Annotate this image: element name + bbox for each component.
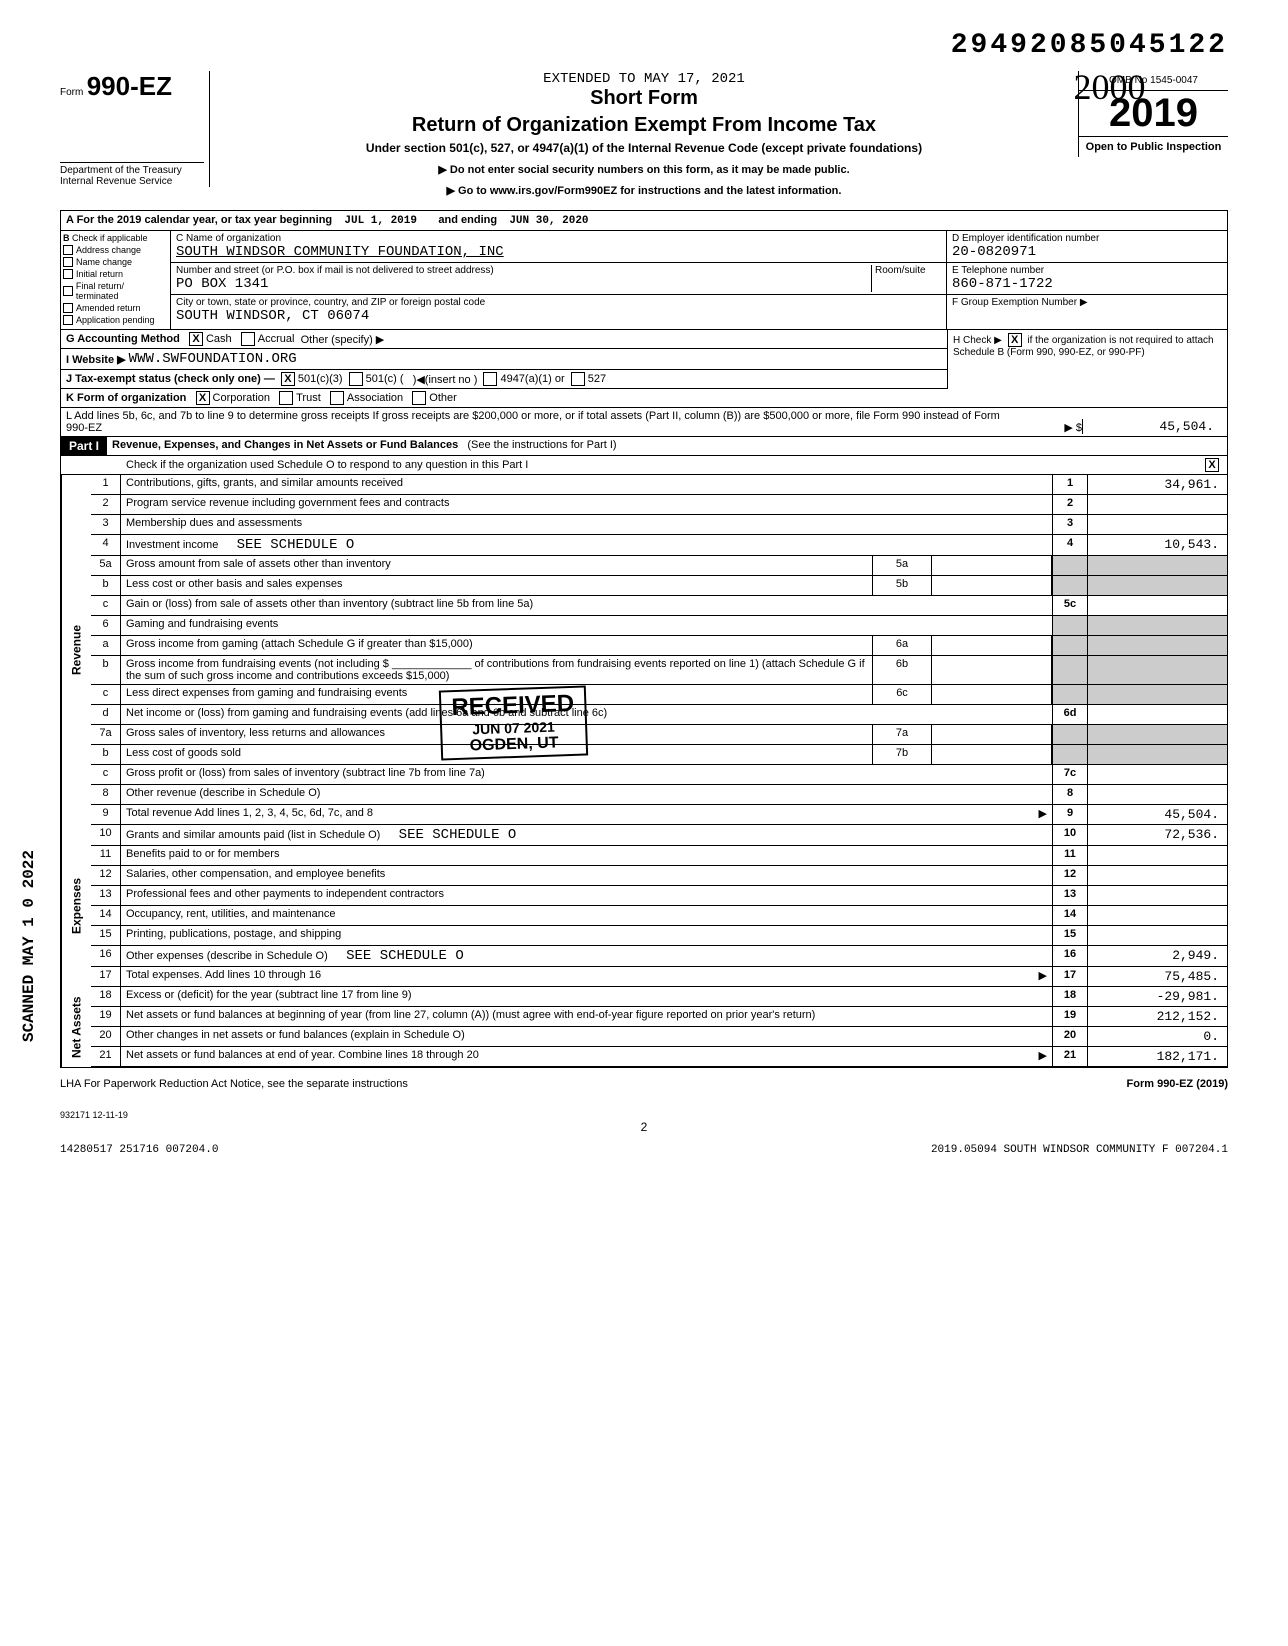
revenue-label: Revenue [61,475,91,825]
line-13: 13Professional fees and other payments t… [91,886,1227,906]
line-8: 8Other revenue (describe in Schedule O)8 [91,785,1227,805]
return-title: Return of Organization Exempt From Incom… [220,114,1068,137]
line-b: bLess cost or other basis and sales expe… [91,576,1227,596]
city-value: SOUTH WINDSOR, CT 06074 [176,308,369,324]
phone-value: 860-871-1722 [952,276,1053,292]
org-name: SOUTH WINDSOR COMMUNITY FOUNDATION, INC [176,244,504,260]
main-form: A For the 2019 calendar year, or tax yea… [60,210,1228,1068]
line-6: 6Gaming and fundraising events [91,616,1227,636]
footer-code: 932171 12-11-19 [60,1110,1228,1120]
row-h: H Check ▶ X if the organization is not r… [947,330,1227,389]
line-11: 11Benefits paid to or for members11 [91,846,1227,866]
line-1: 1Contributions, gifts, grants, and simil… [91,475,1227,495]
c-label: C Name of organization [176,233,281,244]
row-i: I Website ▶ WWW.SWFOUNDATION.ORG [61,349,947,370]
open-public: Open to Public Inspection [1079,136,1228,157]
netassets-label: Net Assets [61,987,91,1067]
line-7a: 7aGross sales of inventory, less returns… [91,725,1227,745]
line-20: 20Other changes in net assets or fund ba… [91,1027,1227,1047]
line-17: 17Total expenses. Add lines 10 through 1… [91,967,1227,987]
expenses-label: Expenses [61,825,91,987]
line-16: 16Other expenses (describe in Schedule O… [91,946,1227,967]
no-ssn-line: ▶ Do not enter social security numbers o… [220,163,1068,176]
short-form-label: Short Form [220,87,1068,110]
form-header: Form 990-EZ Department of the Treasury I… [60,71,1228,205]
line-14: 14Occupancy, rent, utilities, and mainte… [91,906,1227,926]
form-number: 990-EZ [87,71,172,101]
under-section: Under section 501(c), 527, or 4947(a)(1)… [220,141,1068,155]
part-i-check: Check if the organization used Schedule … [61,456,1227,475]
footer-lha: LHA For Paperwork Reduction Act Notice, … [60,1078,1228,1090]
line-d: dNet income or (loss) from gaming and fu… [91,705,1227,725]
city-label: City or town, state or province, country… [176,297,485,308]
row-j: J Tax-exempt status (check only one) — X… [61,370,947,389]
d-label: D Employer identification number [952,233,1099,244]
line-4: 4Investment income SEE SCHEDULE O410,543… [91,535,1227,556]
line-9: 9Total revenue Add lines 1, 2, 3, 4, 5c,… [91,805,1227,825]
line-c: cGain or (loss) from sale of assets othe… [91,596,1227,616]
part-i-header: Part I Revenue, Expenses, and Changes in… [61,437,1227,456]
line-c: cGross profit or (loss) from sales of in… [91,765,1227,785]
dept-treasury: Department of the Treasury [60,162,204,176]
page-number: 2 [60,1120,1228,1134]
line-12: 12Salaries, other compensation, and empl… [91,866,1227,886]
section-bcdef: B Check if applicable Address change Nam… [61,231,1227,330]
document-number: 29492085045122 [60,30,1228,61]
room-suite-label: Room/suite [871,265,941,292]
line-10: 10Grants and similar amounts paid (list … [91,825,1227,846]
footer-bottom: 14280517 251716 007204.0 2019.05094 SOUT… [60,1144,1228,1156]
row-l: L Add lines 5b, 6c, and 7b to line 9 to … [61,408,1227,437]
row-g: G Accounting Method XCash Accrual Other … [61,330,947,349]
line-b: bGross income from fundraising events (n… [91,656,1227,685]
row-k: K Form of organization XCorporation Trus… [61,389,1227,408]
goto-line: ▶ Go to www.irs.gov/Form990EZ for instru… [220,184,1068,197]
irs-label: Internal Revenue Service [60,176,204,187]
street-value: PO BOX 1341 [176,276,268,292]
f-label: F Group Exemption Number ▶ [952,297,1088,308]
line-c: cLess direct expenses from gaming and fu… [91,685,1227,705]
extended-date: EXTENDED TO MAY 17, 2021 [220,71,1068,87]
line-b: bLess cost of goods sold7b [91,745,1227,765]
street-label: Number and street (or P.O. box if mail i… [176,265,494,276]
line-3: 3Membership dues and assessments3 [91,515,1227,535]
row-a: A For the 2019 calendar year, or tax yea… [61,211,1227,231]
line-21: 21Net assets or fund balances at end of … [91,1047,1227,1067]
ein-value: 20-0820971 [952,244,1036,260]
scanned-stamp: SCANNED MAY 1 0 2022 [20,850,38,1042]
handwritten-year: 2000 [1074,66,1146,108]
line-15: 15Printing, publications, postage, and s… [91,926,1227,946]
line-5a: 5aGross amount from sale of assets other… [91,556,1227,576]
line-19: 19Net assets or fund balances at beginni… [91,1007,1227,1027]
form-prefix: Form [60,87,83,98]
line-a: aGross income from gaming (attach Schedu… [91,636,1227,656]
line-18: 18Excess or (deficit) for the year (subt… [91,987,1227,1007]
e-label: E Telephone number [952,265,1044,276]
line-2: 2Program service revenue including gover… [91,495,1227,515]
